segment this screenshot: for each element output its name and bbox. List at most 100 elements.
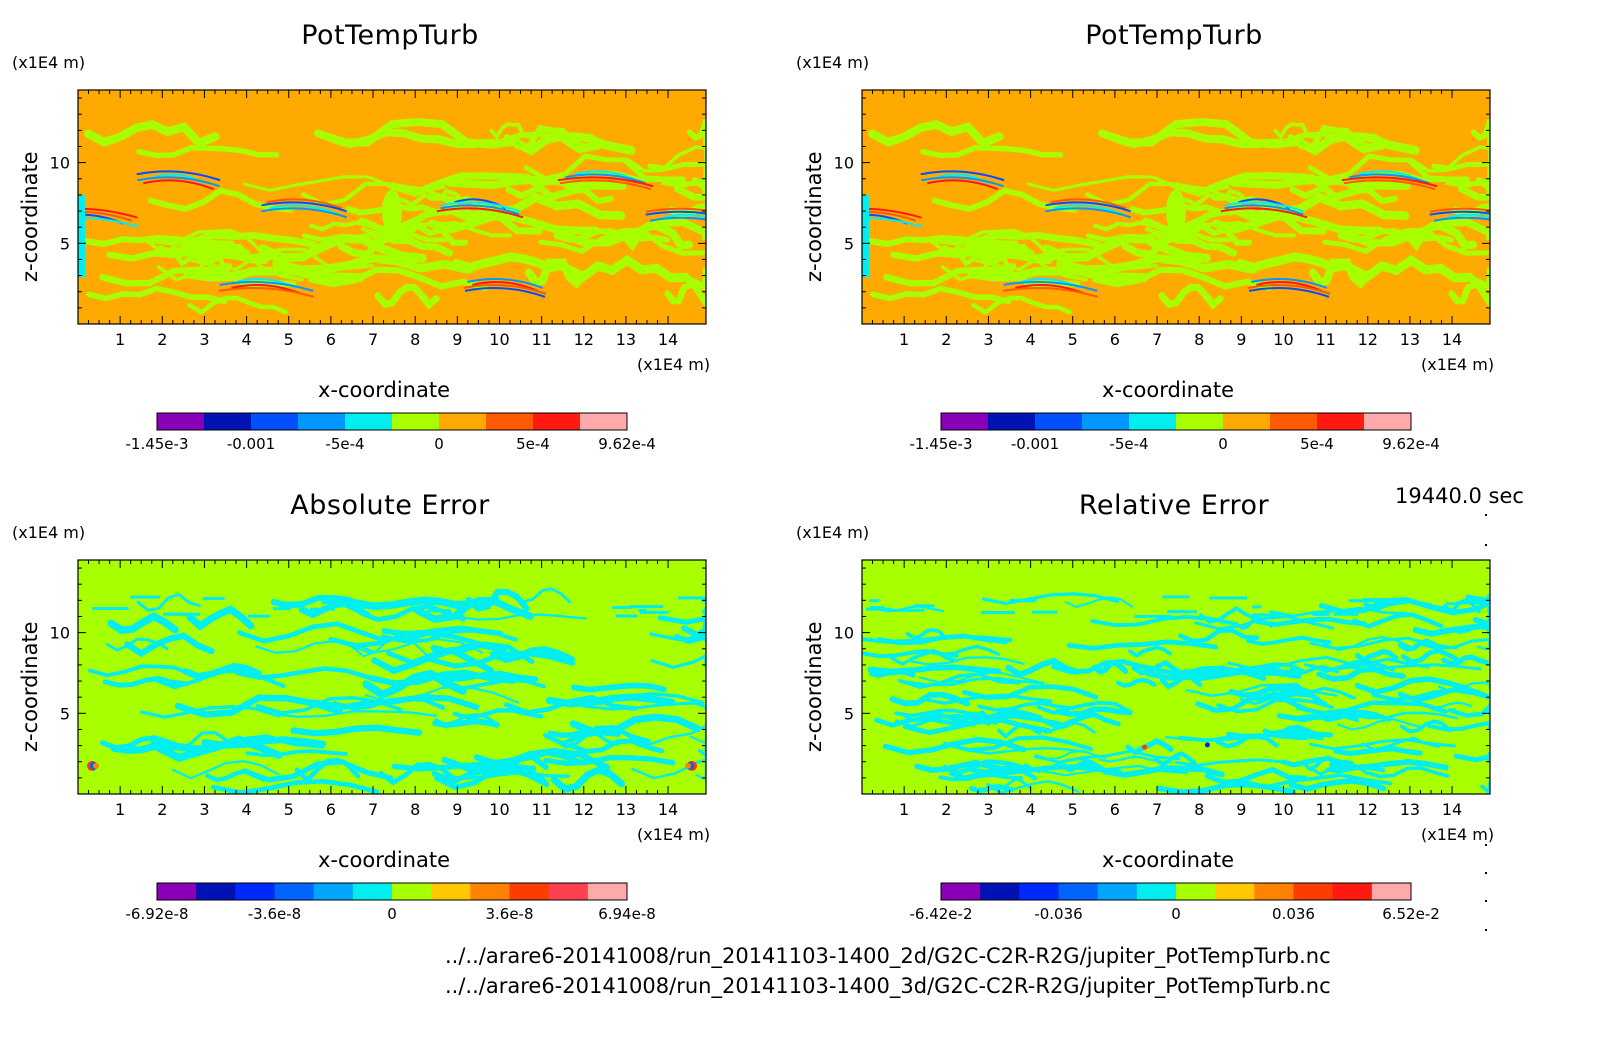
x-tick-label: 13 — [616, 330, 636, 349]
contour-band — [1056, 253, 1257, 274]
contour-band — [465, 588, 530, 612]
x-tick-label: 4 — [1025, 800, 1035, 819]
colorbar-swatch — [1364, 413, 1412, 430]
contour-band — [1447, 704, 1490, 718]
colorbar-swatch — [1293, 883, 1334, 900]
x-tick-label: 11 — [1315, 330, 1335, 349]
contour-band — [664, 281, 706, 309]
contour-eddy — [218, 287, 315, 298]
contour-band — [284, 601, 304, 605]
contour-band — [1167, 610, 1198, 614]
x-tick-label: 7 — [1152, 330, 1162, 349]
contour-eddy — [436, 207, 524, 219]
colorbar-swatch — [941, 413, 989, 430]
contour-eddy — [269, 204, 339, 216]
colorbar-tick-label: -6.92e-8 — [126, 905, 189, 923]
contour-eddy — [93, 762, 99, 769]
contour-band — [1287, 125, 1383, 150]
contour-band — [902, 717, 1053, 736]
contour-eddy — [1003, 281, 1098, 292]
x-tick-label: 3 — [199, 800, 209, 819]
contour-band — [889, 649, 959, 667]
contour-band — [358, 603, 466, 623]
contour-eddy — [926, 179, 999, 191]
contour-band — [1098, 118, 1304, 149]
colorbar-swatch — [196, 883, 236, 900]
contour-band — [1452, 203, 1490, 218]
y-unit-label: (x1E4 m) — [796, 53, 870, 72]
contour-band — [678, 596, 706, 600]
contour-band — [889, 691, 971, 707]
contour-band — [1234, 615, 1273, 631]
x-axis-label: x-coordinate — [318, 378, 451, 402]
x-tick-label: 14 — [1442, 330, 1462, 349]
colorbar-swatch — [580, 413, 628, 430]
contour-band — [1204, 766, 1308, 785]
contour-band — [1041, 233, 1211, 263]
contour-eddy — [1247, 284, 1331, 295]
contour-eddy — [645, 210, 706, 216]
colorbar-swatch — [298, 413, 346, 430]
x-tick-label: 8 — [1194, 800, 1204, 819]
colorbar-swatch — [274, 883, 315, 900]
x-tick-label: 9 — [1236, 800, 1246, 819]
colorbar-tick-label: -3.6e-8 — [248, 905, 301, 923]
colorbar-swatch — [1176, 413, 1224, 430]
colorbar-tick-label: -0.036 — [1034, 905, 1082, 923]
contour-eddy — [645, 207, 706, 213]
contour-band — [564, 254, 691, 283]
x-tick-label: 13 — [1400, 330, 1420, 349]
contour-band — [427, 212, 600, 235]
contour-band — [243, 175, 446, 193]
contour-eddy — [1248, 287, 1330, 298]
colorbar-swatch — [509, 883, 550, 900]
contour-band — [905, 676, 1045, 687]
contour-band — [1174, 758, 1303, 767]
x-unit-label: (x1E4 m) — [637, 825, 711, 844]
colorbar-swatch — [251, 413, 299, 430]
contour-band — [538, 228, 706, 256]
contour-band — [269, 710, 438, 719]
x-tick-label: 6 — [1110, 330, 1120, 349]
contour-band — [452, 708, 544, 721]
contour-band — [553, 731, 620, 749]
colorbar-swatch — [1254, 883, 1294, 900]
contour-band — [1371, 688, 1490, 702]
contour-band — [186, 605, 255, 631]
contour-band — [543, 755, 676, 766]
contour-band — [457, 600, 481, 604]
contour-band — [431, 764, 548, 785]
contour-band — [1476, 168, 1490, 196]
contour-eddy — [1446, 213, 1490, 219]
contour-band — [191, 243, 270, 264]
decor-dot — [1485, 872, 1487, 874]
contour-band — [920, 145, 1064, 159]
contour-band — [1262, 724, 1318, 737]
plot-frame — [77, 559, 707, 795]
contour-band — [1351, 711, 1459, 720]
contour-eddy — [1256, 280, 1323, 292]
contour-band — [981, 610, 1015, 614]
contour-eddy — [1053, 204, 1123, 216]
contour-band — [130, 595, 160, 599]
contour-band — [1470, 119, 1490, 148]
file-path-2d: ../../arare6-20141008/run_20141103-1400_… — [445, 944, 1331, 968]
x-tick-label: 11 — [531, 800, 551, 819]
contour-band — [1426, 701, 1473, 709]
contour-band — [1351, 612, 1444, 629]
contour-band — [298, 600, 371, 619]
contour-band — [1246, 687, 1321, 703]
contour-band — [1476, 644, 1490, 651]
contour-eddy — [440, 201, 520, 213]
contour-band — [382, 189, 402, 234]
contour-band — [967, 266, 1149, 282]
contour-band — [1400, 648, 1459, 665]
colorbar-tick-label: 6.52e-2 — [1382, 905, 1440, 923]
contour-eddy — [142, 179, 215, 191]
contour-band — [374, 283, 440, 310]
contour-band — [1051, 659, 1161, 675]
contour-band — [1309, 738, 1456, 751]
